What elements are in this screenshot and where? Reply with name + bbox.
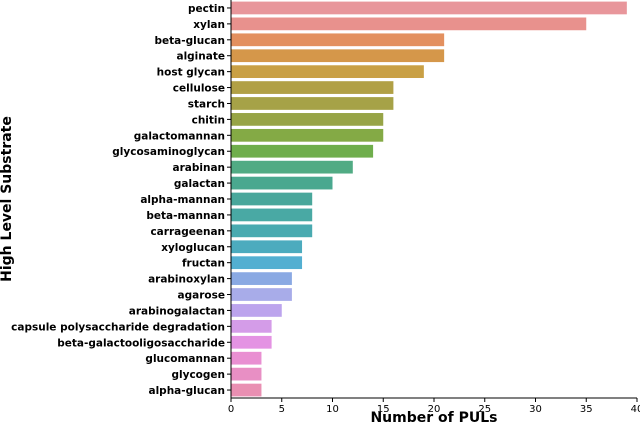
category-label: fructan: [182, 258, 225, 270]
category-label: cellulose: [173, 83, 225, 95]
category-label: beta-galactooligosaccharide: [57, 337, 225, 349]
bar-carrageenan: [231, 224, 313, 238]
bar-arabinoxylan: [231, 272, 292, 285]
category-label: arabinan: [173, 162, 226, 174]
x-tick-label: 25: [478, 404, 491, 415]
bar-alpha-glucan: [231, 383, 262, 397]
bar-glucomannan: [231, 351, 262, 365]
category-label: alpha-mannan: [140, 194, 225, 206]
bar-starch: [231, 97, 394, 110]
category-label: beta-mannan: [146, 210, 225, 222]
category-label: alpha-glucan: [149, 385, 226, 397]
bar-beta-glucan: [231, 33, 445, 47]
bar-glycosaminoglycan: [231, 144, 374, 158]
category-label: glucomannan: [145, 353, 225, 365]
category-label: capsule polysaccharide degradation: [11, 321, 225, 333]
bar-arabinogalactan: [231, 304, 282, 317]
category-label: galactomannan: [134, 130, 225, 142]
bars-group: [231, 1, 627, 397]
bar-agarose: [231, 288, 292, 301]
x-tick-label: 40: [631, 404, 640, 415]
bar-xyloglucan: [231, 240, 303, 254]
y-axis-title: High Level Substrate: [0, 116, 15, 282]
x-tick-label: 20: [428, 404, 441, 415]
bar-chitin: [231, 113, 384, 126]
bar-fructan: [231, 256, 303, 270]
category-labels-group: pectin xylan beta-glucan alginate host glyca…: [11, 3, 231, 397]
category-label: xylan: [193, 19, 225, 31]
bar-glycogen: [231, 367, 262, 381]
category-label: starch: [188, 98, 225, 110]
category-label: alginate: [176, 51, 225, 63]
bar-arabinan: [231, 160, 353, 174]
bar-beta-mannan: [231, 208, 313, 222]
bar-alginate: [231, 49, 445, 63]
x-tick-label: 15: [377, 404, 390, 415]
bar-beta-galactooligosaccharide: [231, 335, 272, 349]
bar-alpha-mannan: [231, 192, 313, 206]
x-tick-label: 0: [228, 404, 234, 415]
x-tick-label: 30: [529, 404, 542, 415]
bar-cellulose: [231, 81, 394, 94]
category-label: chitin: [192, 114, 225, 126]
x-axis-title: Number of PULs: [370, 410, 497, 426]
category-label: glycogen: [171, 369, 225, 381]
x-axis: 0 5 10 15 20 25 30 35 40: [228, 397, 640, 415]
category-label: pectin: [188, 3, 225, 15]
category-label: arabinoxylan: [148, 274, 225, 286]
bar-xylan: [231, 17, 587, 31]
x-tick-label: 35: [580, 404, 593, 415]
bar-galactomannan: [231, 128, 384, 142]
category-label: arabinogalactan: [129, 305, 225, 317]
category-label: host glycan: [157, 67, 225, 79]
bar-galactan: [231, 176, 333, 190]
x-tick-label: 10: [326, 404, 339, 415]
x-tick-label: 5: [279, 404, 285, 415]
category-label: xyloglucan: [161, 242, 225, 254]
category-label: glycosaminoglycan: [112, 146, 225, 158]
category-label: galactan: [174, 178, 225, 190]
bar-capsule-polysaccharide-degradation: [231, 319, 272, 333]
bar-pectin: [231, 1, 627, 15]
category-label: agarose: [178, 290, 225, 302]
bar-host-glycan: [231, 65, 424, 79]
category-label: beta-glucan: [155, 35, 225, 47]
category-label: carrageenan: [150, 226, 225, 238]
